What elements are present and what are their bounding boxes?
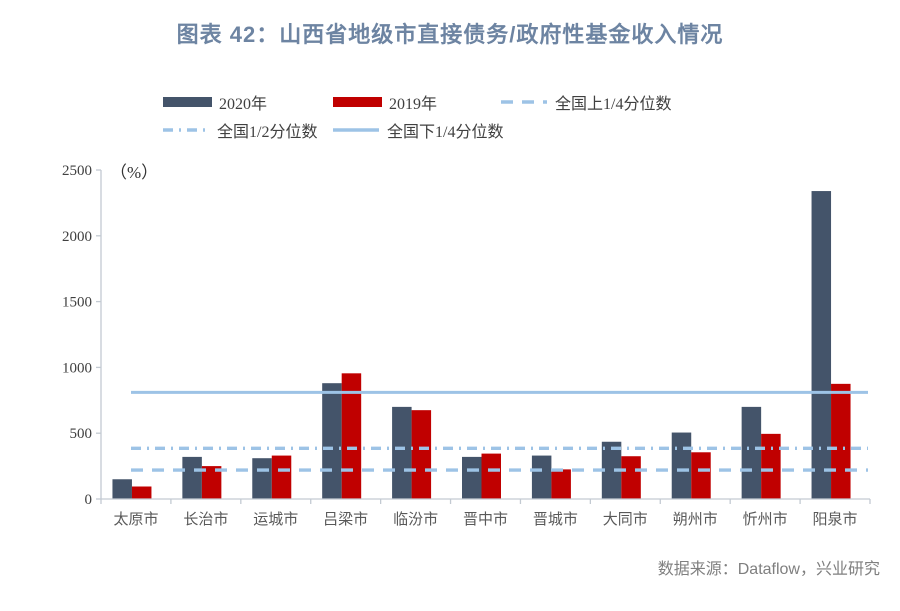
x-category-label: 运城市 <box>253 511 298 528</box>
y-tick-label: 500 <box>70 426 93 442</box>
bar-2020年-大同市 <box>601 441 622 499</box>
legend-label: 全国1/2分位数 <box>217 124 318 141</box>
x-category-label: 临汾市 <box>393 511 438 528</box>
bar-2020年-长治市 <box>182 456 202 499</box>
legend-item-2020: 2020年 <box>163 92 268 113</box>
bar-2019年-朔州市 <box>691 452 711 499</box>
bar-2020年-太原市 <box>112 479 132 499</box>
y-tick-label: 0 <box>85 492 93 508</box>
bar-2020年-晋城市 <box>531 455 552 499</box>
bar-2019年-吕梁市 <box>341 373 362 499</box>
y-tick-label: 2000 <box>62 229 92 245</box>
legend-item-upper-quartile: 全国上1/4分位数 <box>500 92 672 113</box>
bar-2020年-朔州市 <box>671 432 692 499</box>
legend-swatch-line-dashed <box>501 100 547 104</box>
bar-2019年-长治市 <box>201 466 222 499</box>
bar-2019年-晋城市 <box>551 469 571 499</box>
legend-swatch-line-solid <box>333 128 379 132</box>
bar-2020年-临汾市 <box>392 406 412 499</box>
legend-label: 2020年 <box>219 96 268 113</box>
bar-2020年-忻州市 <box>741 406 762 499</box>
bar-2019年-晋中市 <box>481 453 501 499</box>
bar-2020年-阳泉市 <box>811 191 832 499</box>
legend-item-2019: 2019年 <box>333 92 438 113</box>
legend-swatch-bar <box>333 97 382 107</box>
bar-2019年-阳泉市 <box>831 383 851 499</box>
chart-legend: 2020年 2019年 全国上1/4分位数全国1/2分位数 全国下1/4分位数 <box>0 90 900 142</box>
legend-label: 2019年 <box>389 96 438 113</box>
chart-title: 图表 42：山西省地级市直接债务/政府性基金收入情况 <box>176 22 724 47</box>
y-axis-unit-label: （%） <box>110 163 159 182</box>
bar-2020年-晋中市 <box>462 456 482 499</box>
x-category-label: 大同市 <box>603 511 648 528</box>
x-category-label: 忻州市 <box>743 511 788 528</box>
data-source-note: 数据来源：Dataflow，兴业研究 <box>657 561 880 578</box>
bar-2020年-运城市 <box>252 458 272 499</box>
legend-label: 全国上1/4分位数 <box>555 96 672 113</box>
x-category-label: 吕梁市 <box>323 511 368 528</box>
x-category-label: 长治市 <box>183 511 228 528</box>
bar-2019年-大同市 <box>621 456 641 499</box>
bar-2019年-忻州市 <box>761 433 781 499</box>
y-tick-label: 1500 <box>62 295 92 311</box>
x-category-label: 朔州市 <box>673 511 718 528</box>
legend-item-median: 全国1/2分位数 <box>162 120 318 141</box>
legend-swatch-bar <box>163 97 212 107</box>
bar-2019年-临汾市 <box>411 410 432 499</box>
legend-label: 全国下1/4分位数 <box>387 124 504 141</box>
y-tick-label: 2500 <box>62 163 92 179</box>
x-category-label: 太原市 <box>113 511 158 528</box>
bar-2020年-吕梁市 <box>322 383 342 499</box>
x-category-label: 晋城市 <box>533 511 578 528</box>
y-tick-label: 1000 <box>62 360 92 376</box>
bar-2019年-运城市 <box>271 455 292 499</box>
x-category-label: 晋中市 <box>463 511 508 528</box>
legend-item-lower-quartile: 全国下1/4分位数 <box>332 120 504 141</box>
legend-swatch-line-dashdot <box>163 128 209 132</box>
x-category-label: 阳泉市 <box>813 511 858 528</box>
bar-2019年-太原市 <box>131 486 152 499</box>
